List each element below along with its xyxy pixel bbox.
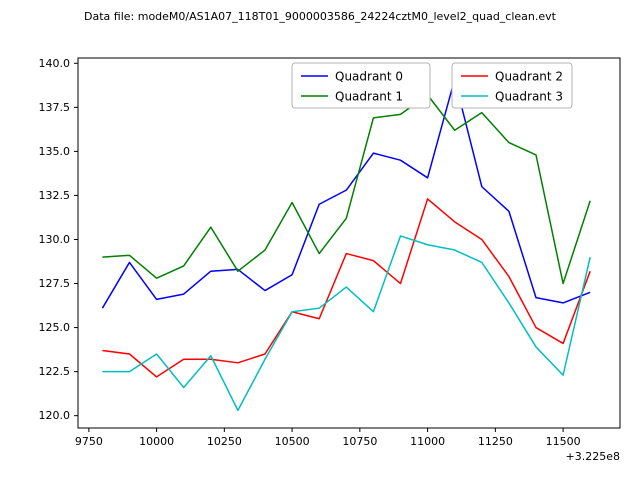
y-tick-label: 122.5 [39, 365, 71, 378]
x-tick-label: 11000 [410, 435, 445, 448]
series-line-quadrant-3 [102, 235, 591, 412]
y-tick-label: 127.5 [39, 277, 71, 290]
chart-title: Data file: modeM0/AS1A07_118T01_90000035… [84, 10, 556, 23]
y-tick-label: 132.5 [39, 189, 71, 202]
series-line-quadrant-0 [101, 78, 591, 309]
plot-border [77, 57, 621, 429]
y-tick-label: 140.0 [39, 57, 71, 70]
y-tick-label: 125.0 [39, 321, 71, 334]
legend-label-quadrant-0: Quadrant 0 [335, 70, 403, 84]
legend-label-quadrant-1: Quadrant 1 [335, 90, 403, 104]
x-tick-label: 10000 [139, 435, 174, 448]
y-tick-label: 135.0 [39, 145, 71, 158]
y-tick-label: 130.0 [39, 233, 71, 246]
series-line-quadrant-1 [102, 94, 591, 285]
x-axis-offset-label: +3.225e8 [566, 450, 620, 463]
x-tick-label: 11500 [546, 435, 581, 448]
legend-label-quadrant-3: Quadrant 3 [495, 90, 563, 104]
legend-label-quadrant-2: Quadrant 2 [495, 70, 563, 84]
x-tick-label: 10500 [275, 435, 310, 448]
series-line-quadrant-2 [102, 198, 591, 378]
y-tick-label: 137.5 [39, 101, 71, 114]
x-tick-label: 11250 [478, 435, 513, 448]
x-tick-label: 10250 [207, 435, 242, 448]
x-tick-label: 9750 [75, 435, 103, 448]
x-tick-label: 10750 [342, 435, 377, 448]
y-tick-label: 120.0 [39, 409, 71, 422]
